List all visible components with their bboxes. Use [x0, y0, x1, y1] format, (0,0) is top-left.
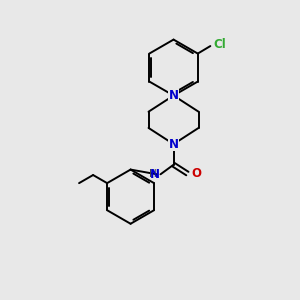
Text: O: O	[191, 167, 201, 180]
Text: H: H	[149, 169, 157, 179]
Text: N: N	[169, 89, 178, 102]
Text: N: N	[169, 138, 178, 151]
Text: N: N	[150, 168, 160, 181]
Text: Cl: Cl	[213, 38, 226, 51]
